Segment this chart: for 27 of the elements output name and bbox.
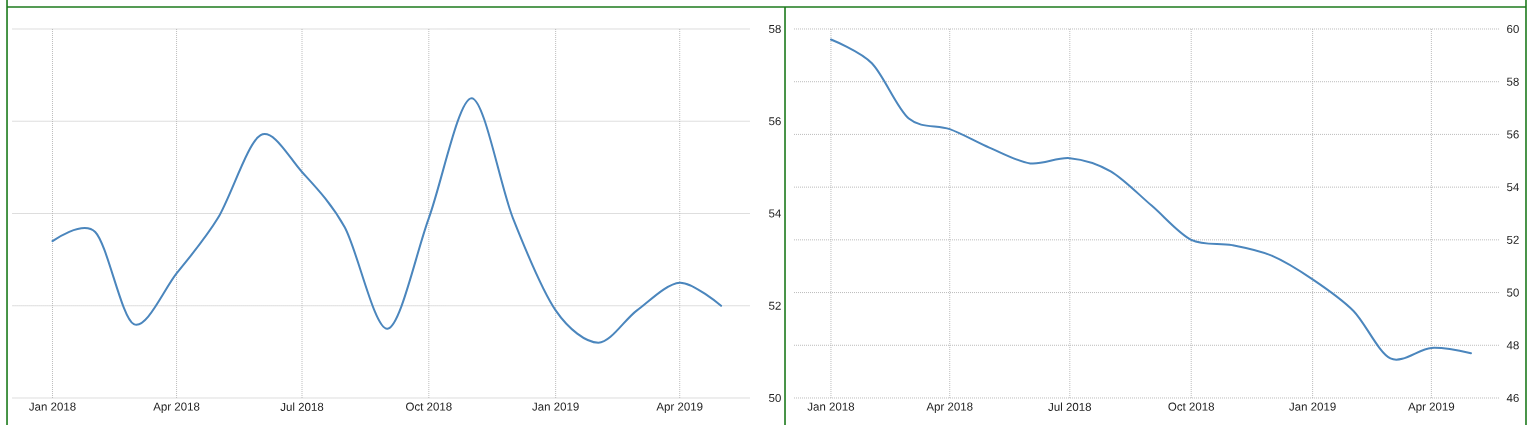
x-tick-label: Apr 2019: [1408, 402, 1455, 413]
y-tick-label: 58: [769, 24, 781, 34]
x-tick-label: Apr 2019: [656, 402, 703, 413]
x-tick-label: Oct 2018: [406, 402, 452, 411]
x-tick-label: Oct 2018: [1168, 402, 1215, 411]
y-tick-label: 54: [1506, 183, 1519, 192]
y-tick-label: 54: [769, 209, 781, 218]
x-tick-label: Apr 2018: [926, 402, 973, 413]
y-tick-label: 58: [1506, 77, 1519, 86]
x-tick-label: Jan 2018: [807, 402, 855, 411]
y-tick-label: 46: [1506, 393, 1519, 403]
x-tick-label: Jul 2018: [1048, 402, 1092, 411]
x-tick-label: Jul 2018: [280, 402, 324, 411]
x-tick-label: Jan 2019: [532, 402, 579, 411]
x-tick-label: Jan 2018: [29, 402, 76, 411]
y-tick-label: 52: [769, 301, 781, 310]
y-tick-label: 60: [1507, 24, 1519, 34]
line-series: [51, 97, 723, 344]
y-tick-label: 50: [769, 393, 781, 403]
y-tick-label: 50: [1506, 288, 1519, 297]
x-tick-label: Jan 2019: [1289, 402, 1336, 411]
line-series: [829, 38, 1472, 361]
x-tick-label: Apr 2018: [153, 402, 200, 413]
y-tick-label: 48: [1506, 341, 1519, 350]
y-tick-label: 56: [769, 117, 781, 126]
y-tick-label: 52: [1506, 235, 1519, 244]
y-tick-label: 56: [1506, 130, 1519, 139]
